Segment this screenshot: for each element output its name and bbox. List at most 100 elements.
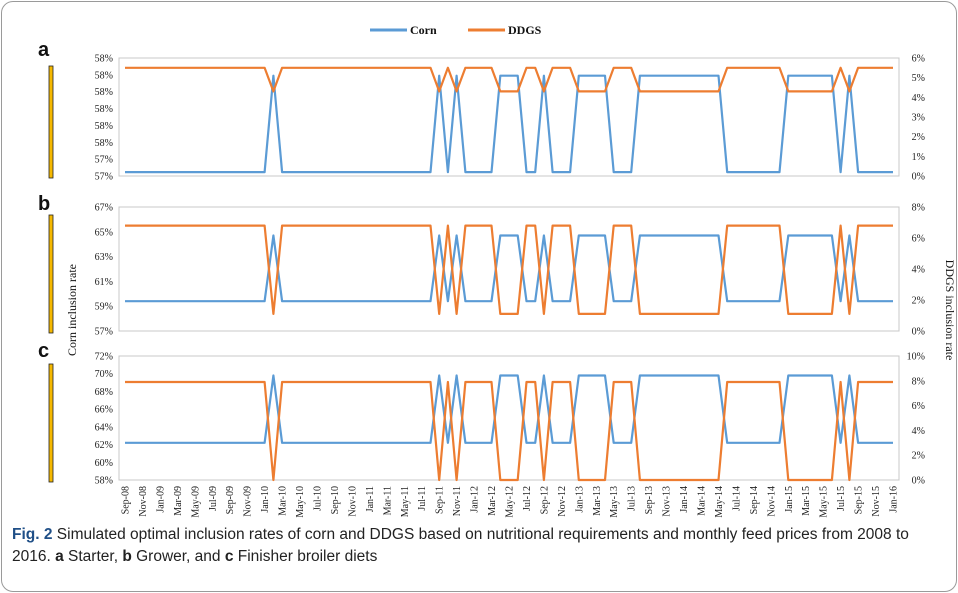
x-tick-label: Jul-09 [208, 486, 219, 511]
panel-letter-b: b [38, 193, 50, 215]
caption-b: b [122, 548, 132, 565]
left-tick-label: 61% [95, 277, 113, 288]
x-tick-label: Nov-13 [662, 486, 673, 517]
series-ddgs-c [125, 380, 893, 482]
y-axis-right-title: DDGS inclusion rate [943, 260, 957, 361]
left-tick-label: 58% [95, 87, 113, 98]
left-tick-label: 60% [95, 458, 113, 469]
left-tick-label: 68% [95, 387, 113, 398]
right-tick-label: 5% [912, 73, 925, 84]
x-tick-label: May-09 [190, 486, 201, 518]
left-tick-label: 57% [95, 172, 113, 183]
x-tick-label: Jan-09 [155, 486, 166, 513]
left-tick-label: 62% [95, 440, 113, 451]
x-tick-label: Sep-13 [644, 486, 655, 514]
panel-marker-c [48, 363, 54, 483]
left-tick-label: 66% [95, 405, 113, 416]
x-tick-label: Jan-11 [365, 486, 376, 512]
panel-letter-c: c [38, 340, 49, 362]
right-tick-label: 4% [912, 93, 925, 104]
x-tick-label: May-15 [819, 486, 830, 518]
x-tick-label: Sep-10 [330, 486, 341, 514]
x-tick-label: Mar-11 [382, 486, 393, 515]
left-tick-label: 70% [95, 369, 113, 380]
x-tick-label: Sep-08 [121, 486, 132, 514]
figure-caption: Fig. 2 Simulated optimal inclusion rates… [12, 524, 947, 568]
right-tick-label: 0% [912, 327, 925, 338]
left-tick-label: 64% [95, 422, 113, 433]
left-tick-label: 65% [95, 227, 113, 238]
x-tick-label: Jan-10 [260, 486, 271, 513]
right-tick-label: 8% [912, 376, 925, 387]
series-corn-a [125, 74, 893, 174]
x-tick-label: Sep-11 [435, 486, 446, 514]
x-tick-label: Mar-14 [697, 486, 708, 516]
x-tick-label: Mar-15 [801, 486, 812, 516]
right-tick-label: 3% [912, 113, 925, 124]
left-tick-label: 58% [95, 104, 113, 115]
x-tick-label: Jul-11 [417, 486, 428, 511]
right-tick-label: 8% [912, 203, 925, 214]
x-tick-label: Jan-13 [574, 486, 585, 513]
legend-ddgs-label: DDGS [508, 23, 542, 37]
x-tick-label: May-12 [505, 486, 516, 518]
left-tick-label: 67% [95, 203, 113, 214]
plot-frame-a [118, 57, 900, 177]
left-tick-label: 58% [95, 70, 113, 81]
left-tick-label: 58% [95, 121, 113, 132]
caption-c: c [224, 548, 234, 565]
panel-letter-a: a [38, 39, 50, 61]
panel-a: a 58% 58% 58% 58% 58% 58% 57% 57% 6% 5% 4% 3% 2% 1% 0% [38, 39, 925, 183]
right-tick-label: 4% [912, 265, 925, 276]
x-tick-label: Nov-14 [766, 486, 777, 517]
right-tick-label: 0% [912, 476, 925, 487]
panel-marker-a [48, 65, 54, 179]
right-tick-label: 0% [912, 172, 925, 183]
x-tick-label: May-11 [400, 486, 411, 517]
x-tick-label: Jan-15 [784, 486, 795, 513]
x-tick-label: Jul-15 [836, 486, 847, 511]
x-tick-label: Nov-12 [557, 486, 568, 517]
legend: Corn DDGS [370, 23, 542, 37]
x-tick-label: Nov-11 [452, 486, 463, 516]
panel-c: c 72% 70% 68% 66% 64% 62% 60% 58% 10% 8% 6% 4% 2% 0% [38, 340, 925, 487]
right-tick-label: 2% [912, 296, 925, 307]
right-tick-label: 1% [912, 152, 925, 163]
x-tick-label: Sep-12 [539, 486, 550, 514]
x-tick-label: Nov-15 [871, 486, 882, 517]
x-tick-label: Jan-12 [470, 486, 481, 513]
panel-b: b 67% 65% 63% 61% 59% 57% 8% 6% 4% 2% 0% [38, 193, 925, 338]
left-tick-label: 58% [95, 138, 113, 149]
caption-figure-label: Fig. 2 [12, 526, 53, 543]
x-tick-label: Jul-12 [522, 486, 533, 511]
x-tick-label: Nov-08 [138, 486, 149, 517]
x-tick-label: Sep-15 [854, 486, 865, 514]
x-tick-label: Sep-14 [749, 486, 760, 514]
left-tick-label: 72% [95, 352, 113, 363]
x-tick-label: May-10 [295, 486, 306, 518]
x-tick-label: Mar-12 [487, 486, 498, 516]
left-tick-label: 57% [95, 155, 113, 166]
series-corn-c [125, 374, 893, 444]
x-tick-label: Mar-10 [278, 486, 289, 516]
x-tick-label: Jan-14 [679, 486, 690, 513]
right-tick-label: 10% [907, 352, 925, 363]
left-tick-label: 59% [95, 302, 113, 313]
y-axis-left-title: Corn inclusion rate [65, 264, 79, 356]
x-tick-label: Jan-16 [889, 486, 900, 513]
x-tick-label: Nov-09 [243, 486, 254, 517]
left-tick-label: 58% [95, 54, 113, 65]
series-ddgs-b [125, 224, 893, 315]
x-axis: Sep-08 Nov-08 Jan-09 Mar-09 May-09 Jul-09 Sep-… [121, 486, 900, 518]
x-tick-label: Nov-10 [347, 486, 358, 517]
caption-c-text: Finisher broiler diets [233, 548, 378, 565]
chart: Corn DDGS Corn inclusion rate DDGS inclu… [38, 23, 957, 518]
caption-a: a [55, 548, 64, 565]
x-tick-label: Sep-09 [225, 486, 236, 514]
right-tick-label: 6% [912, 234, 925, 245]
series-corn-b [125, 234, 893, 303]
right-tick-label: 2% [912, 132, 925, 143]
right-tick-label: 6% [912, 54, 925, 65]
caption-text: Simulated optimal inclusion rates of cor… [12, 526, 909, 565]
